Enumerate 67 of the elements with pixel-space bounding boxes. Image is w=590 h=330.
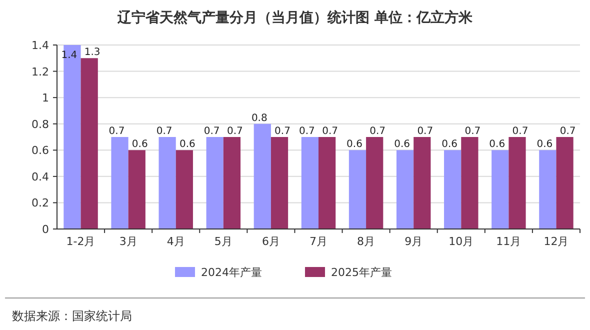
data-label: 0.6 — [489, 139, 506, 150]
bar — [64, 45, 81, 229]
data-label: 0.7 — [417, 126, 434, 137]
x-tick-label: 5月 — [214, 235, 232, 248]
bar — [396, 150, 414, 229]
data-label: 0.8 — [251, 112, 268, 124]
bar — [539, 150, 556, 229]
y-tick-label: 0.2 — [32, 196, 49, 210]
data-label: 0.7 — [204, 126, 220, 137]
bar — [414, 137, 431, 229]
x-tick-label: 10月 — [448, 235, 474, 248]
data-label: 0.7 — [108, 126, 125, 137]
data-label: 0.6 — [536, 139, 553, 150]
x-tick-label: 1-2月 — [66, 235, 96, 248]
bar — [158, 137, 176, 229]
data-label: 0.7 — [274, 126, 290, 137]
x-tick-label: 11月 — [496, 235, 522, 248]
bar — [348, 150, 366, 229]
data-label: 0.7 — [227, 126, 243, 137]
bar — [301, 137, 318, 229]
bar — [556, 137, 574, 229]
x-tick-label: 9月 — [404, 235, 423, 248]
data-label: 0.6 — [394, 139, 410, 150]
bar — [111, 137, 128, 229]
bar — [461, 137, 478, 229]
y-tick-label: 1 — [42, 92, 49, 105]
x-tick-label: 8月 — [357, 235, 376, 248]
bar — [128, 150, 146, 229]
data-label: 0.7 — [156, 126, 172, 137]
x-tick-label: 4月 — [166, 235, 185, 248]
bar — [270, 137, 288, 229]
data-label: 1.3 — [84, 47, 100, 58]
data-label: 0.7 — [322, 126, 338, 137]
x-tick-label: 7月 — [310, 235, 328, 248]
bar — [176, 150, 193, 229]
legend-label: 2024年产量 — [201, 266, 262, 279]
data-label: 0.7 — [512, 126, 528, 137]
y-tick-label: 1.4 — [32, 39, 49, 52]
bar — [80, 58, 98, 229]
y-tick-label: 0 — [42, 223, 49, 236]
bar — [206, 137, 224, 229]
data-label: 0.7 — [560, 126, 576, 137]
chart-title: 辽宁省天然气产量分月（当月值）统计图 单位：亿立方米 — [116, 9, 474, 26]
data-label: 1.4 — [61, 50, 78, 61]
bar — [318, 137, 336, 229]
y-tick-label: 0.8 — [32, 118, 49, 131]
x-tick-label: 6月 — [262, 235, 280, 248]
data-label: 0.6 — [442, 139, 458, 150]
bar — [492, 150, 509, 229]
bar — [223, 137, 241, 229]
y-tick-label: 1.2 — [32, 65, 49, 78]
y-tick-label: 0.4 — [32, 170, 49, 184]
source-note: 数据来源：国家统计局 — [12, 309, 132, 323]
data-label: 0.7 — [298, 126, 315, 137]
bar — [508, 137, 526, 229]
data-label: 0.6 — [132, 139, 148, 150]
data-label: 0.7 — [464, 126, 481, 137]
data-label: 0.6 — [346, 139, 362, 150]
x-tick-label: 3月 — [119, 235, 138, 248]
data-label: 0.6 — [179, 139, 196, 150]
legend-label: 2025年产量 — [331, 266, 392, 279]
data-label: 0.7 — [370, 126, 386, 137]
bar — [254, 124, 271, 229]
bar — [366, 137, 384, 229]
x-tick-label: 12月 — [544, 235, 569, 248]
y-tick-label: 0.6 — [32, 144, 49, 158]
bar — [444, 150, 462, 229]
